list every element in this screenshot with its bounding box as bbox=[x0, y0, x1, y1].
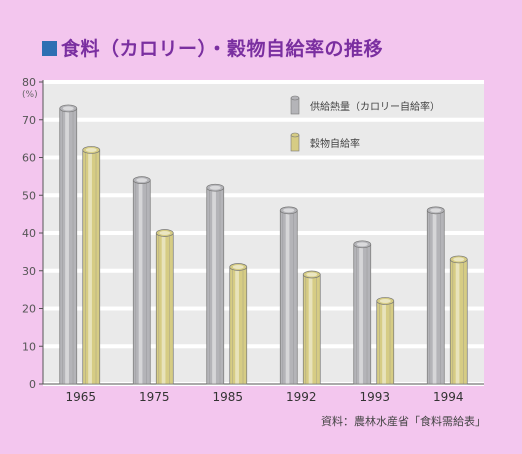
bar-highlight bbox=[235, 266, 239, 384]
legend-swatch bbox=[290, 97, 300, 115]
x-tick-label: 1975 bbox=[139, 390, 170, 404]
x-tick-label: 1992 bbox=[286, 390, 317, 404]
bar-body bbox=[82, 149, 100, 384]
bar-cap-highlight bbox=[430, 208, 442, 213]
legend: 供給熱量（カロリー自給率） 穀物自給率 bbox=[290, 95, 440, 152]
bar bbox=[426, 206, 445, 385]
bar-cap-highlight bbox=[453, 257, 465, 262]
bar-body bbox=[303, 274, 321, 384]
bar-highlight bbox=[138, 180, 143, 384]
bar-cap-highlight bbox=[209, 185, 221, 190]
legend-swatch-cap bbox=[290, 132, 300, 138]
legend-label: 穀物自給率 bbox=[310, 137, 360, 150]
x-tick-label: 1985 bbox=[212, 390, 243, 404]
y-tick-label: 80 bbox=[22, 76, 36, 89]
bar bbox=[155, 229, 174, 385]
bar bbox=[206, 183, 225, 385]
y-tick-label: 40 bbox=[22, 227, 36, 240]
x-axis: 1965 1975 1985 1992 1993 1994 bbox=[65, 390, 463, 404]
bar-body bbox=[156, 233, 174, 384]
y-tick-label: 20 bbox=[22, 303, 36, 316]
bar-highlight bbox=[285, 210, 290, 384]
bar bbox=[302, 270, 321, 385]
y-tick-label: 60 bbox=[22, 152, 36, 165]
grid-lines bbox=[43, 80, 484, 386]
bar-cap-highlight bbox=[306, 272, 318, 277]
bar-body bbox=[206, 187, 224, 384]
x-tick-label: 1965 bbox=[65, 390, 96, 404]
y-tick-label: 50 bbox=[22, 189, 36, 202]
legend-swatch bbox=[290, 134, 300, 152]
bar bbox=[82, 146, 101, 385]
bar-cap-highlight bbox=[356, 242, 368, 247]
bar-body bbox=[59, 108, 77, 385]
bar-cap-highlight bbox=[62, 106, 74, 111]
bar-body bbox=[376, 300, 394, 384]
bar-cap-highlight bbox=[85, 147, 97, 152]
bar-cap-highlight bbox=[136, 178, 148, 183]
bar-body bbox=[229, 266, 247, 384]
bar-highlight bbox=[88, 149, 92, 384]
bar-cap-highlight bbox=[283, 208, 295, 213]
bar-highlight bbox=[161, 233, 166, 384]
bar-body bbox=[280, 210, 298, 384]
y-tick-label: 0 bbox=[29, 378, 36, 391]
bar-cap-highlight bbox=[159, 231, 171, 235]
legend-item: 供給熱量（カロリー自給率） bbox=[290, 95, 440, 115]
bar bbox=[449, 255, 468, 385]
x-tick-label: 1993 bbox=[359, 390, 390, 404]
y-unit-label: (%) bbox=[22, 90, 38, 100]
bar bbox=[353, 240, 372, 385]
title-square-icon bbox=[42, 41, 57, 56]
bar bbox=[132, 176, 151, 385]
bar-body bbox=[427, 210, 445, 384]
legend-item: 穀物自給率 bbox=[290, 132, 360, 152]
bar-highlight bbox=[308, 274, 313, 384]
legend-label: 供給熱量（カロリー自給率） bbox=[310, 100, 440, 113]
y-tick-label: 70 bbox=[22, 114, 36, 127]
bar-highlight bbox=[432, 210, 437, 384]
bar-highlight bbox=[359, 244, 363, 384]
bar-highlight bbox=[212, 187, 216, 384]
bar-highlight bbox=[65, 108, 69, 385]
bar bbox=[279, 206, 298, 385]
x-tick-label: 1994 bbox=[433, 390, 464, 404]
y-tick-label: 30 bbox=[22, 265, 36, 278]
bar-cap-highlight bbox=[379, 298, 391, 303]
bar-body bbox=[353, 244, 371, 384]
bar-highlight bbox=[382, 300, 386, 384]
bar bbox=[376, 297, 395, 385]
y-axis: 0 10 20 30 40 50 60 70 80 bbox=[22, 76, 484, 391]
chart-title-text: 食料（カロリー）・穀物自給率の推移 bbox=[61, 38, 384, 60]
bar bbox=[229, 263, 248, 385]
legend-swatch-cap bbox=[290, 95, 300, 101]
bar-cap-highlight bbox=[232, 264, 244, 269]
bar-body bbox=[133, 180, 151, 384]
bars bbox=[59, 104, 468, 385]
chart-title: 食料（カロリー）・穀物自給率の推移 bbox=[42, 34, 383, 61]
y-tick-label: 10 bbox=[22, 340, 36, 353]
bar-body bbox=[450, 259, 468, 384]
source-note: 資料：農林水産省「食料需給表」 bbox=[321, 415, 486, 428]
bar-highlight bbox=[455, 259, 460, 384]
bar bbox=[59, 104, 78, 385]
